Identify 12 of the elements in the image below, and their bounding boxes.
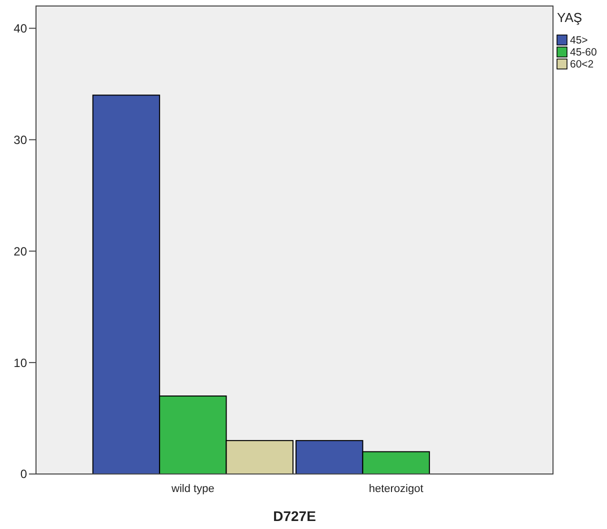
y-tick-label: 20 [14, 244, 28, 258]
legend-label: 45-60 [570, 46, 598, 59]
x-axis-title: D727E [273, 508, 316, 524]
x-tick-label: heterozigot [368, 483, 424, 495]
y-tick-label: 30 [14, 132, 28, 147]
y-tick-label: 40 [14, 21, 28, 36]
y-tick-label: 10 [14, 356, 28, 370]
y-tick-label: 0 [20, 467, 28, 482]
legend-label: 45> [570, 34, 588, 47]
legend-label: 60<2 [570, 58, 594, 71]
x-tick-label: wild type [170, 483, 214, 495]
legend-title: YAŞ [557, 10, 582, 25]
